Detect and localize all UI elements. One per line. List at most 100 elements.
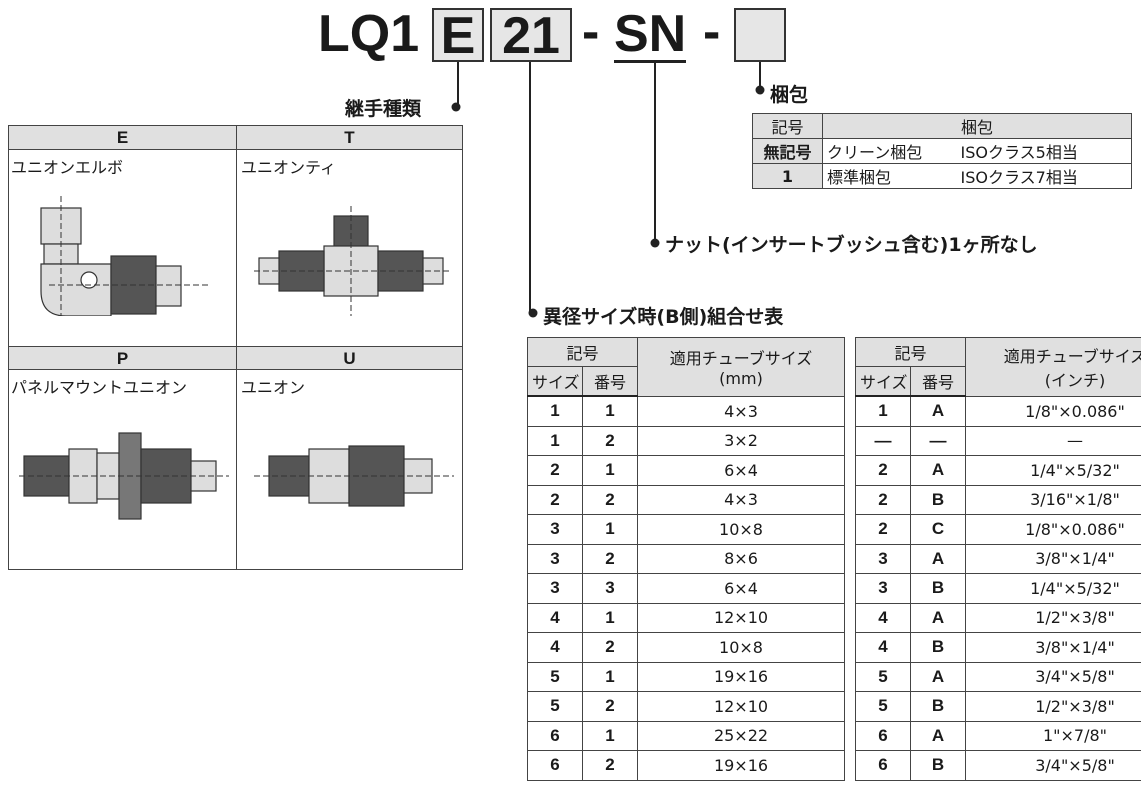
row: 6 1 25×22 (527, 720, 845, 751)
packaging-table: 記号 梱包 無記号 クリーン梱包 ISOクラス5相当 1 標準梱包 ISOクラス7相当 (752, 113, 1132, 189)
cell: 2 (527, 484, 583, 515)
cell: 1 (527, 395, 583, 427)
cell: 6 (527, 720, 583, 751)
cell: 2 (581, 425, 639, 456)
cell: C (909, 514, 967, 545)
cell: 2 (855, 514, 911, 545)
cell: 3×2 (637, 425, 845, 456)
cell: 19×16 (637, 750, 845, 781)
code-prefix: LQ1 (318, 5, 420, 63)
cell: B (909, 750, 967, 781)
cell: 4 (527, 602, 583, 633)
cell: A (909, 395, 967, 427)
header-row: 記号 適用チューブサイズ (mm) (526, 337, 845, 397)
cell: 12×10 (637, 691, 845, 722)
reducer-table-inch: 記号 適用チューブサイズ (インチ) サイズ 番号 1 A 1/8"×0.086" — — —2 A 1… (854, 337, 1141, 781)
cell: 19×16 (637, 661, 845, 692)
packaging-label: 梱包 (770, 84, 809, 106)
cell: 4 (855, 602, 911, 633)
row: 5 B 1/2"×3/8" (855, 691, 1141, 722)
row: 無記号 クリーン梱包 ISOクラス5相当 (752, 138, 1132, 164)
cell: 1"×7/8" (965, 720, 1141, 751)
row: 3 1 10×8 (527, 514, 845, 545)
fitting-name: ユニオン (241, 378, 306, 397)
row: 4 A 1/2"×3/8" (855, 602, 1141, 633)
row: 3 A 3/8"×1/4" (855, 543, 1141, 574)
cell: 3/8"×1/4" (965, 543, 1141, 574)
cell: 3 (581, 573, 639, 604)
tee-drawing (254, 206, 449, 316)
cell: 3/4"×5/8" (965, 661, 1141, 692)
cell: 1/2"×3/8" (965, 602, 1141, 633)
cell: B (909, 573, 967, 604)
cell: ISOクラス5相当 (956, 138, 1132, 164)
cell: 2 (855, 484, 911, 515)
cell: 4 (855, 632, 911, 663)
table-head: 記号 適用チューブサイズ (インチ) サイズ 番号 (854, 337, 1141, 397)
fitting-label: 継手種類 (345, 98, 422, 120)
header-cell: 記号 (854, 337, 967, 367)
cell: 2 (527, 455, 583, 486)
cell: 6×4 (637, 573, 845, 604)
cell: — (855, 425, 911, 456)
cell: 2 (581, 543, 639, 574)
code-size: 21 (490, 8, 572, 62)
header-row: 記号 適用チューブサイズ (インチ) (854, 337, 1141, 397)
header-cell: 梱包 (822, 113, 1132, 139)
table-body: 1 1 4×3 1 2 3×2 2 1 6×4 2 2 4×3 3 1 10×8 3 2 8×6 3 3 6×4 4 1 12… (527, 395, 845, 781)
header-text: 適用チューブサイズ (1003, 346, 1141, 366)
cell: 1 (752, 163, 823, 189)
fitting-table: E T P U ユニオンエルボ ユニオンティ パネルマウントユニオン ユニオン (8, 125, 463, 570)
reducer-title: 異径サイズ時(B側)組合せ表 (543, 306, 784, 328)
cell: 1 (855, 395, 911, 427)
divider (236, 126, 237, 569)
cell: 1/8"×0.086" (965, 514, 1141, 545)
row: 4 B 3/8"×1/4" (855, 632, 1141, 663)
row: 6 2 19×16 (527, 750, 845, 781)
header-cell: 記号 (526, 337, 639, 367)
cell: 1 (581, 514, 639, 545)
fitting-name: ユニオンティ (241, 158, 337, 177)
header-text: (mm) (719, 369, 763, 389)
row: 1 A 1/8"×0.086" (855, 395, 1141, 427)
fitting-code: U (237, 346, 462, 370)
cell: 6×4 (637, 455, 845, 486)
cell: ISOクラス7相当 (956, 163, 1132, 189)
cell: 4×3 (637, 484, 845, 515)
code-packaging-box (734, 8, 786, 62)
row: 6 A 1"×7/8" (855, 720, 1141, 751)
reducer-table-mm: 記号 適用チューブサイズ (mm) サイズ 番号 1 1 4×3 1 2 3×2 2 1 6×4 2 2 4×3… (526, 337, 845, 781)
row: 2 1 6×4 (527, 455, 845, 486)
cell: クリーン梱包 (822, 138, 957, 164)
row: 5 A 3/4"×5/8" (855, 661, 1141, 692)
cell: 3 (855, 543, 911, 574)
table-body: 1 A 1/8"×0.086" — — —2 A 1/4"×5/32" 2 B 3/16"×1/8"… (855, 395, 1141, 781)
cell: 5 (855, 691, 911, 722)
cell: A (909, 602, 967, 633)
header-text: (インチ) (1044, 370, 1106, 390)
cell: 8×6 (637, 543, 845, 574)
row: 3 B 1/4"×5/32" (855, 573, 1141, 604)
header-cell: サイズ (527, 366, 583, 397)
header-cell: 番号 (909, 366, 967, 397)
header-row: 記号 梱包 (752, 113, 1132, 139)
cell: — (909, 425, 967, 456)
cell: 4 (527, 632, 583, 663)
header-cell: サイズ (855, 366, 911, 397)
cell: 6 (527, 750, 583, 781)
cell: 5 (527, 661, 583, 692)
elbow-drawing (40, 196, 209, 316)
cell: — (965, 425, 1141, 456)
cell: 2 (581, 632, 639, 663)
header-row: サイズ 番号 (527, 366, 845, 397)
cell: A (909, 720, 967, 751)
row: 1 標準梱包 ISOクラス7相当 (752, 163, 1132, 189)
fitting-code: P (9, 346, 237, 370)
table-head: 記号 適用チューブサイズ (mm) サイズ 番号 (526, 337, 845, 397)
cell: 1/4"×5/32" (965, 573, 1141, 604)
cell: 6 (855, 720, 911, 751)
cell: 12×10 (637, 602, 845, 633)
cell: 2 (581, 691, 639, 722)
code-nut: SN (614, 5, 687, 63)
